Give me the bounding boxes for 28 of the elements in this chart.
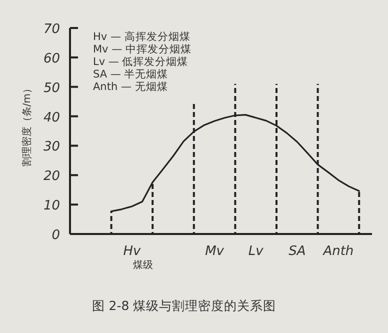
line-series: [110, 114, 360, 212]
y-tick-label: 30: [43, 140, 60, 155]
annotation: Lv — 低挥发分烟煤: [93, 56, 188, 68]
y-tick-label: 70: [43, 22, 60, 37]
annotation: Hv — 高挥发分烟煤: [93, 30, 190, 43]
y-tick-label: 40: [43, 110, 60, 126]
x-tick-label: SA: [288, 244, 306, 259]
bar: [316, 84, 319, 234]
x-tick-label: Lv: [248, 244, 264, 259]
bar: [152, 182, 154, 234]
bar: [110, 211, 112, 234]
y-tick-label: 60: [43, 51, 60, 66]
y-tick-label: 0: [52, 228, 60, 243]
annotation: SA — 半无烟煤: [93, 68, 168, 80]
caption: 图 2-8 煤级与割理密度的关系图: [92, 298, 276, 313]
x-tick-label: Hv: [123, 244, 141, 259]
annotation: Mv — 中挥发分烟煤: [93, 42, 192, 56]
y-tick-label: 20: [43, 169, 60, 184]
y-axis-title: 割理密度（条/m）: [21, 83, 33, 167]
y-tick-label: 10: [43, 198, 60, 214]
bar: [358, 191, 360, 234]
annotation: Anth — 无烟煤: [93, 81, 168, 93]
x-tick-label: Mv: [205, 244, 224, 259]
x-axis-title: 煤级: [133, 259, 153, 271]
bar: [234, 84, 236, 234]
y-tick-label: 50: [43, 80, 60, 96]
bar: [275, 84, 278, 234]
x-tick-label: Anth: [322, 244, 354, 259]
